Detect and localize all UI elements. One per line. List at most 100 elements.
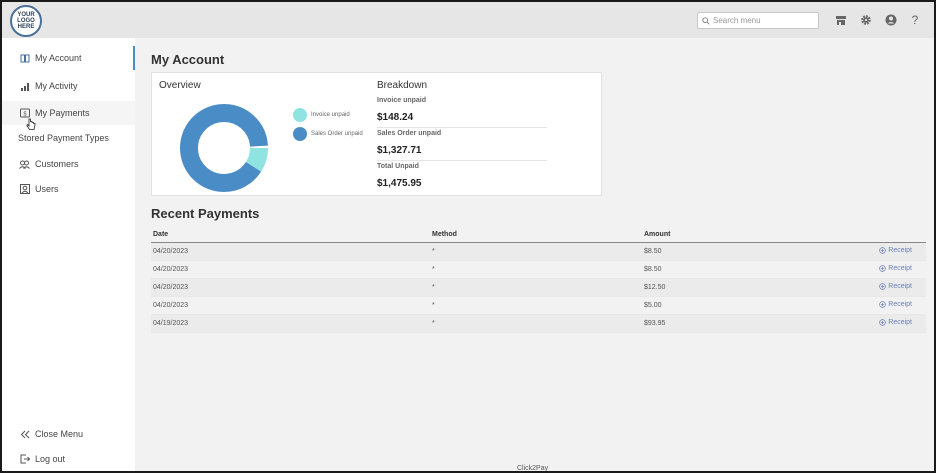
cell-date: 04/19/2023	[153, 320, 189, 327]
search-icon	[702, 16, 710, 25]
legend-swatch	[293, 108, 307, 122]
gear-icon[interactable]	[859, 13, 873, 27]
sidebar-item-my-activity[interactable]: My Activity	[2, 74, 135, 98]
cell-method: *	[432, 248, 435, 255]
cell-method: *	[432, 266, 435, 273]
user-card-icon	[19, 184, 30, 195]
sidebar-item-my-account[interactable]: My Account	[2, 46, 135, 70]
legend-swatch	[293, 127, 307, 141]
table-row: 04/20/2023 * $5.00 Receipt	[151, 297, 926, 315]
receipt-link[interactable]: Receipt	[879, 301, 912, 308]
footer-brand: Click2Pay	[517, 465, 549, 472]
sidebar-item-my-payments[interactable]: $ My Payments	[2, 101, 135, 125]
cell-date: 04/20/2023	[153, 266, 189, 273]
help-icon[interactable]: ?	[911, 13, 919, 27]
table-row: 04/20/2023 * $8.50 Receipt	[151, 243, 926, 261]
mouse-cursor-icon	[26, 118, 36, 130]
search-input[interactable]	[713, 16, 813, 25]
store-icon[interactable]	[834, 13, 848, 27]
plus-circle-icon	[879, 265, 887, 272]
legend-label: Invoice unpaid	[311, 112, 350, 118]
table-row: 04/20/2023 * $12.50 Receipt	[151, 279, 926, 297]
overview-donut-chart	[180, 104, 268, 192]
book-icon	[19, 53, 30, 64]
column-header-date[interactable]: Date	[153, 230, 169, 238]
receipt-link[interactable]: Receipt	[879, 319, 912, 326]
receipt-link[interactable]: Receipt	[879, 283, 912, 290]
receipt-cell: Receipt	[844, 283, 926, 292]
receipt-label: Receipt	[888, 301, 912, 308]
cell-amount: $5.00	[644, 302, 662, 309]
search-box[interactable]	[697, 12, 819, 29]
cell-date: 04/20/2023	[153, 284, 189, 291]
cell-amount: $12.50	[644, 284, 666, 291]
top-bar: YOUR LOGO HERE ?	[2, 2, 934, 38]
sidebar-item-label: Customers	[35, 159, 79, 169]
legend-item: Sales Order unpaid	[293, 127, 363, 141]
user-icon[interactable]	[884, 13, 898, 27]
receipt-label: Receipt	[888, 319, 912, 326]
receipt-cell: Receipt	[844, 265, 926, 274]
sidebar-item-label: Stored Payment Types	[18, 133, 109, 143]
cell-method: *	[432, 302, 435, 309]
breakdown-label: Sales Order unpaid	[377, 130, 442, 137]
sidebar-item-customers[interactable]: Customers	[2, 152, 135, 176]
logo-text: HERE	[17, 24, 35, 30]
sidebar-item-label: My Payments	[35, 108, 90, 118]
breakdown-value: $1,475.95	[377, 178, 422, 189]
cell-method: *	[432, 284, 435, 291]
bar-chart-icon	[19, 81, 30, 92]
column-header-amount[interactable]: Amount	[644, 230, 671, 238]
sidebar-item-label: My Account	[35, 53, 82, 63]
divider	[377, 127, 547, 128]
receipt-label: Receipt	[888, 247, 912, 254]
breakdown-label: Invoice unpaid	[377, 97, 427, 104]
cell-date: 04/20/2023	[153, 302, 189, 309]
donut-slice-invoice-unpaid[interactable]	[180, 104, 268, 192]
logo-text: LOGO	[17, 18, 35, 24]
column-header-method[interactable]: Method	[432, 230, 457, 238]
receipt-cell: Receipt	[844, 301, 926, 310]
breakdown-heading: Breakdown	[377, 80, 428, 91]
breakdown-value: $1,327.71	[377, 145, 422, 156]
divider	[377, 160, 547, 161]
plus-circle-icon	[879, 247, 887, 254]
close-menu-label: Close Menu	[35, 429, 84, 439]
breakdown-value: $148.24	[377, 112, 414, 123]
close-menu-button[interactable]: Close Menu	[2, 422, 135, 446]
overview-heading: Overview	[159, 80, 201, 91]
donut-slice-sales-order-unpaid[interactable]	[180, 104, 268, 192]
table-row: 04/20/2023 * $8.50 Receipt	[151, 261, 926, 279]
cell-amount: $93.95	[644, 320, 666, 327]
table-header: Date Method Amount	[151, 226, 926, 243]
receipt-cell: Receipt	[844, 319, 926, 328]
sidebar-item-label: My Activity	[35, 81, 78, 91]
cell-amount: $8.50	[644, 266, 662, 273]
receipt-label: Receipt	[888, 283, 912, 290]
cell-date: 04/20/2023	[153, 248, 189, 255]
sidebar-item-label: Users	[35, 184, 59, 194]
account-summary-card: Overview Invoice unpaid Sales Order unpa…	[151, 72, 602, 196]
logout-button[interactable]: Log out	[2, 447, 135, 471]
receipt-label: Receipt	[888, 265, 912, 272]
receipt-link[interactable]: Receipt	[879, 265, 912, 272]
payment-icon: $	[19, 108, 30, 119]
plus-circle-icon	[879, 301, 887, 308]
company-logo[interactable]: YOUR LOGO HERE	[10, 5, 42, 37]
cell-amount: $8.50	[644, 248, 662, 255]
breakdown-label: Total Unpaid	[377, 163, 419, 170]
receipt-link[interactable]: Receipt	[879, 247, 912, 254]
sidebar-item-stored-payment-types[interactable]: Stored Payment Types	[2, 126, 135, 150]
logout-icon	[19, 454, 30, 465]
plus-circle-icon	[879, 283, 887, 290]
legend-label: Sales Order unpaid	[311, 131, 363, 137]
page-title: My Account	[151, 52, 225, 67]
svg-text:$: $	[23, 111, 27, 118]
recent-payments-table: Date Method Amount 04/20/2023 * $8.50 Re…	[151, 226, 926, 333]
sidebar-item-users[interactable]: Users	[2, 177, 135, 201]
sidebar: My Account My Activity $ My Payments Sto…	[2, 38, 135, 471]
legend-item: Invoice unpaid	[293, 108, 350, 122]
main-content: My Account Overview Invoice unpaid Sales…	[135, 38, 934, 472]
cell-method: *	[432, 320, 435, 327]
